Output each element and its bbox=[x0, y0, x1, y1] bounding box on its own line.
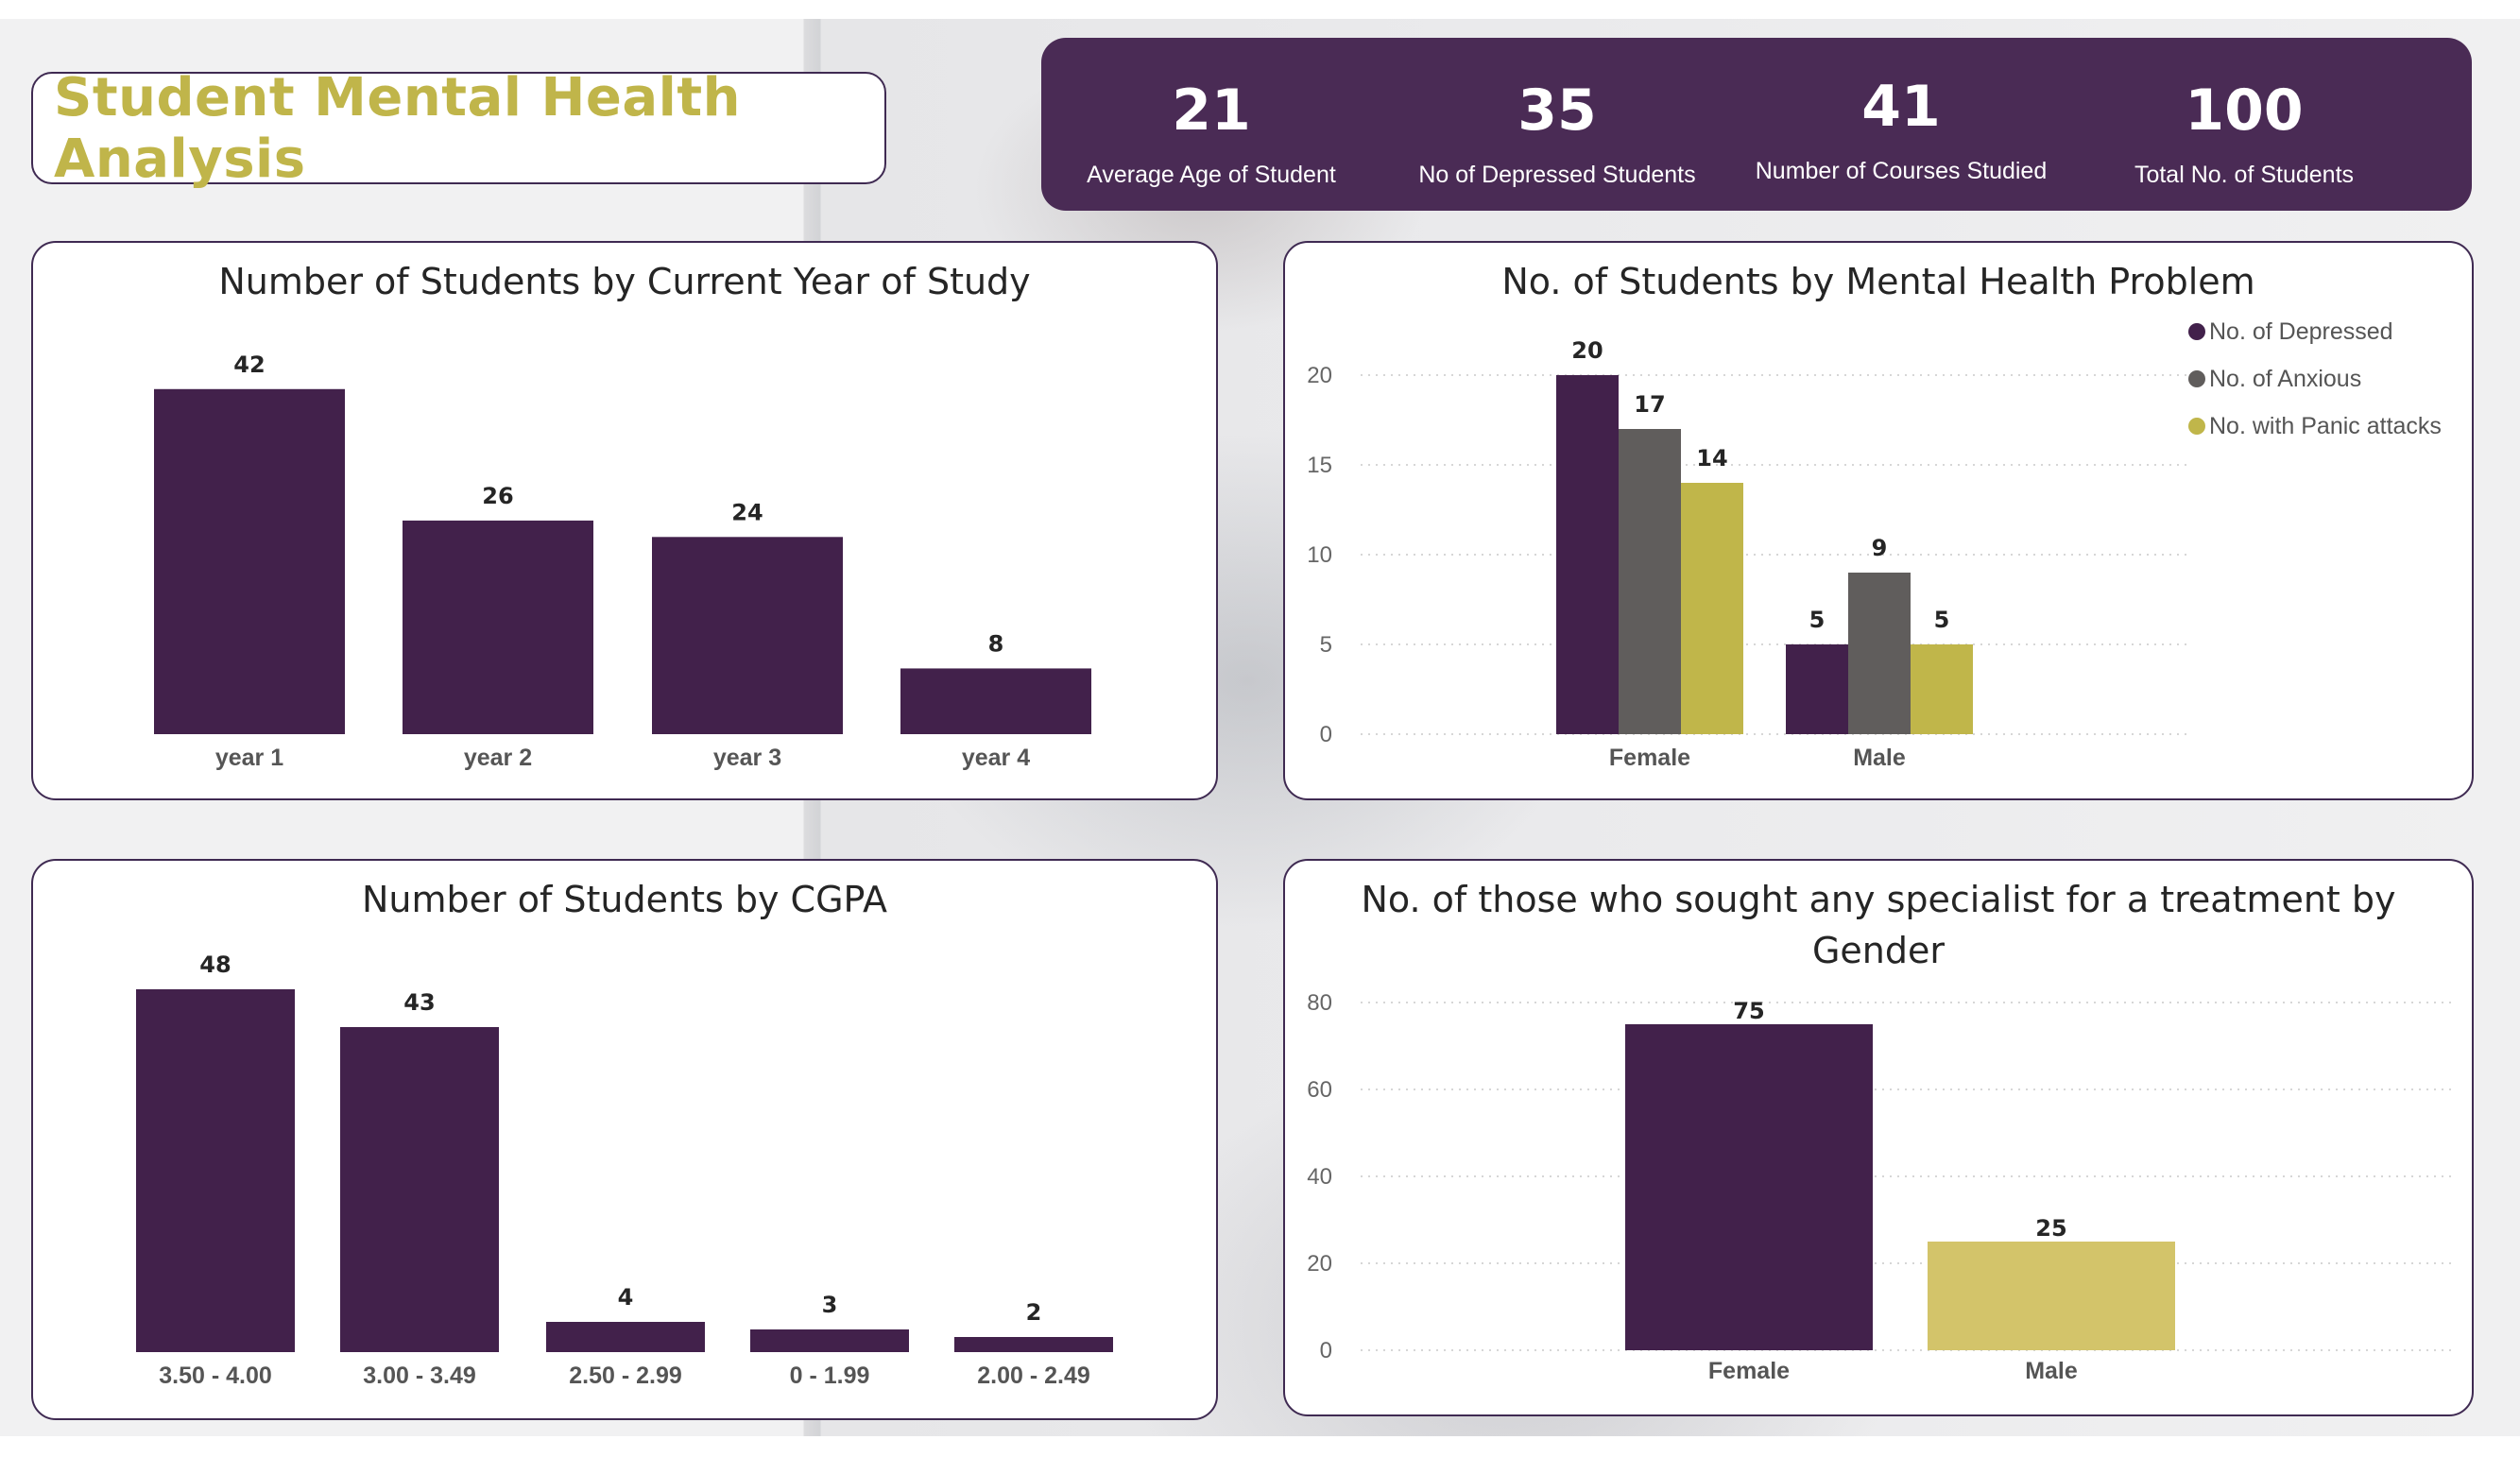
kpi-value: 35 bbox=[1517, 77, 1597, 144]
chart-title: Number of Students by Current Year of St… bbox=[218, 261, 1031, 302]
bar-year-4[interactable] bbox=[900, 668, 1091, 734]
x-tick-label: 2.50 - 2.99 bbox=[569, 1363, 682, 1389]
kpi-average-age: 21 Average Age of Student bbox=[1041, 38, 1381, 211]
y-tick-label: 0 bbox=[1320, 1338, 1332, 1363]
y-tick-label: 60 bbox=[1307, 1077, 1332, 1103]
chart-title: No. of those who sought any specialist f… bbox=[1361, 879, 2396, 971]
bar-cgpa-2[interactable] bbox=[546, 1322, 705, 1352]
page-title: Student Mental Health Analysis bbox=[54, 66, 741, 190]
bar-male-1[interactable] bbox=[1848, 573, 1911, 734]
bar-male-0[interactable] bbox=[1786, 644, 1848, 734]
chart-title: Number of Students by CGPA bbox=[361, 879, 888, 920]
chart-mental-health: 0 5 10 15 20 20 17 14 Female 5 9 5 Male No. of Depres… bbox=[1307, 318, 2442, 771]
x-tick-label: Female bbox=[1708, 1358, 1790, 1384]
chart-card-cgpa: Number of Students by CGPA 48 3.50 - 4.00… bbox=[31, 859, 1218, 1420]
kpi-label: Total No. of Students bbox=[2134, 162, 2355, 188]
x-tick-label: 3.00 - 3.49 bbox=[363, 1363, 476, 1389]
title-card: Student Mental Health Analysis bbox=[31, 67, 886, 190]
y-tick-label: 20 bbox=[1307, 363, 1332, 388]
legend-marker bbox=[2188, 323, 2205, 340]
chart-title: No. of Students by Mental Health Problem bbox=[1501, 261, 2255, 302]
data-label: 42 bbox=[233, 351, 265, 378]
chart-card-specialist: No. of those who sought any specialist f… bbox=[1283, 859, 2474, 1416]
bar-cgpa-4[interactable] bbox=[954, 1337, 1113, 1352]
chart-card-mental-health: No. of Students by Mental Health Problem… bbox=[1283, 241, 2474, 800]
chart-specialist: 0 20 40 60 80 75 Female 25 Male bbox=[1307, 990, 2457, 1384]
data-label: 5 bbox=[1934, 607, 1950, 633]
x-tick-label: 3.50 - 4.00 bbox=[159, 1363, 272, 1389]
kpi-label: No of Depressed Students bbox=[1418, 162, 1696, 188]
bar-year-3[interactable] bbox=[652, 537, 843, 734]
x-tick-label: year 3 bbox=[713, 745, 781, 771]
data-label: 75 bbox=[1733, 998, 1764, 1024]
x-tick-label: Male bbox=[1853, 745, 1906, 771]
data-label: 17 bbox=[1634, 391, 1665, 418]
y-tick-label: 0 bbox=[1320, 722, 1332, 747]
x-tick-label: 0 - 1.99 bbox=[790, 1363, 870, 1389]
data-label: 43 bbox=[403, 989, 435, 1016]
data-label: 48 bbox=[199, 951, 231, 978]
bar-male-2[interactable] bbox=[1911, 644, 1973, 734]
x-tick-label: year 1 bbox=[215, 745, 283, 771]
y-tick-label: 15 bbox=[1307, 453, 1332, 478]
legend-label: No. of Depressed bbox=[2209, 318, 2393, 345]
kpi-depressed-students: 35 No of Depressed Students bbox=[1387, 38, 1727, 211]
bar-female-1[interactable] bbox=[1619, 429, 1681, 734]
kpi-label: Average Age of Student bbox=[1087, 162, 1336, 188]
legend-marker bbox=[2188, 370, 2205, 387]
chart-card-year-of-study: Number of Students by Current Year of St… bbox=[31, 241, 1218, 800]
legend-label: No. of Anxious bbox=[2209, 366, 2361, 392]
bar-female-0[interactable] bbox=[1556, 375, 1619, 734]
y-tick-label: 20 bbox=[1307, 1251, 1332, 1277]
x-tick-label: 2.00 - 2.49 bbox=[977, 1363, 1090, 1389]
data-label: 20 bbox=[1571, 337, 1603, 364]
legend-label: No. with Panic attacks bbox=[2209, 413, 2442, 439]
bar-female[interactable] bbox=[1625, 1024, 1873, 1350]
bar-year-2[interactable] bbox=[403, 520, 593, 734]
data-label: 5 bbox=[1809, 607, 1826, 633]
legend-marker bbox=[2188, 418, 2205, 435]
kpi-total-students: 100 Total No. of Students bbox=[2074, 38, 2414, 211]
data-label: 14 bbox=[1696, 445, 1727, 471]
bar-year-1[interactable] bbox=[154, 388, 345, 734]
data-label: 24 bbox=[731, 499, 763, 525]
data-label: 4 bbox=[618, 1284, 634, 1311]
x-tick-label: year 2 bbox=[464, 745, 532, 771]
y-tick-label: 80 bbox=[1307, 990, 1332, 1016]
kpi-courses-studied: 41 Number of Courses Studied bbox=[1731, 38, 2071, 211]
kpi-label: Number of Courses Studied bbox=[1755, 158, 2048, 184]
data-label: 25 bbox=[2035, 1215, 2066, 1242]
chart-cgpa: 48 3.50 - 4.00 43 3.00 - 3.49 4 2.50 - 2.99 3 0… bbox=[136, 951, 1113, 1389]
chart-year-of-study: 42 year 1 26 year 2 24 year 3 8 year 4 bbox=[154, 351, 1091, 771]
kpi-banner: 21 Average Age of Student 35 No of Depre… bbox=[1041, 38, 2472, 211]
bar-cgpa-3[interactable] bbox=[750, 1329, 909, 1352]
bar-cgpa-0[interactable] bbox=[136, 989, 295, 1352]
kpi-value: 21 bbox=[1172, 77, 1251, 144]
x-tick-label: Male bbox=[2025, 1358, 2078, 1384]
data-label: 3 bbox=[822, 1292, 838, 1318]
kpi-value: 41 bbox=[1861, 74, 1941, 140]
y-tick-label: 5 bbox=[1320, 632, 1332, 658]
x-tick-label: year 4 bbox=[962, 745, 1030, 771]
data-label: 9 bbox=[1872, 535, 1888, 561]
data-label: 8 bbox=[988, 630, 1004, 657]
bar-cgpa-1[interactable] bbox=[340, 1027, 499, 1352]
y-tick-label: 10 bbox=[1307, 542, 1332, 568]
x-tick-label: Female bbox=[1609, 745, 1690, 771]
y-tick-label: 40 bbox=[1307, 1164, 1332, 1190]
data-label: 26 bbox=[482, 483, 513, 509]
kpi-value: 100 bbox=[2185, 77, 2304, 144]
bar-male[interactable] bbox=[1928, 1242, 2175, 1350]
data-label: 2 bbox=[1026, 1299, 1042, 1326]
bar-female-2[interactable] bbox=[1681, 483, 1743, 734]
